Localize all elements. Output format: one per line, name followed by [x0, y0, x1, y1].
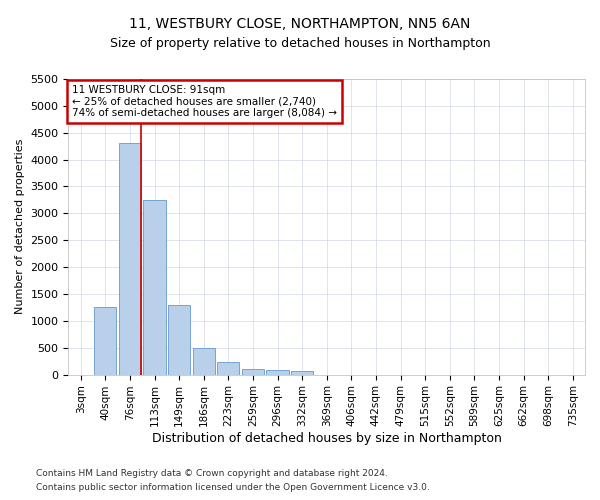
X-axis label: Distribution of detached houses by size in Northampton: Distribution of detached houses by size … — [152, 432, 502, 445]
Text: Size of property relative to detached houses in Northampton: Size of property relative to detached ho… — [110, 38, 490, 51]
Text: 11 WESTBURY CLOSE: 91sqm
← 25% of detached houses are smaller (2,740)
74% of sem: 11 WESTBURY CLOSE: 91sqm ← 25% of detach… — [72, 85, 337, 118]
Bar — [242, 369, 264, 374]
Text: 11, WESTBURY CLOSE, NORTHAMPTON, NN5 6AN: 11, WESTBURY CLOSE, NORTHAMPTON, NN5 6AN — [130, 18, 470, 32]
Text: Contains HM Land Registry data © Crown copyright and database right 2024.: Contains HM Land Registry data © Crown c… — [36, 468, 388, 477]
Bar — [291, 371, 313, 374]
Bar — [217, 362, 239, 374]
Bar — [266, 370, 289, 374]
Text: Contains public sector information licensed under the Open Government Licence v3: Contains public sector information licen… — [36, 484, 430, 492]
Bar — [193, 348, 215, 374]
Bar — [94, 308, 116, 374]
Bar — [119, 144, 141, 374]
Bar — [143, 200, 166, 374]
Bar — [168, 304, 190, 374]
Y-axis label: Number of detached properties: Number of detached properties — [15, 139, 25, 314]
